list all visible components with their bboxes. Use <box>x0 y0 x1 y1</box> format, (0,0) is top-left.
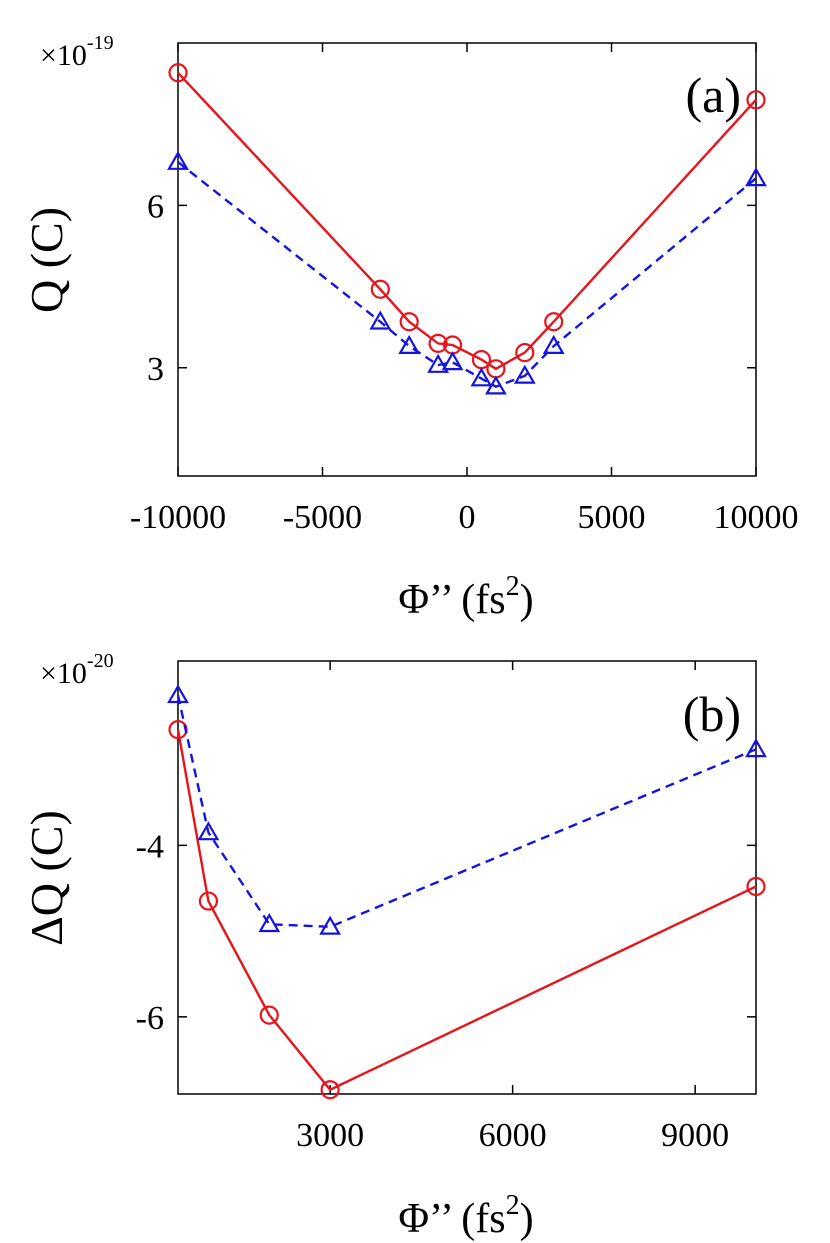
x-tick-label: 9000 <box>661 1117 729 1154</box>
plot-frame-a <box>177 42 757 477</box>
data-point-circle <box>198 891 219 911</box>
data-point-circle <box>515 342 535 363</box>
panel-a: -10000 -5000 0 5000 10000 6 3 (a) ×10-19 Q (C)… <box>21 32 799 623</box>
data-point-triangle <box>197 821 220 841</box>
panel-label-a: (a) <box>686 67 742 123</box>
x-axis-label-b: Φ’’ (fs2) <box>398 1190 533 1242</box>
panel-label-b: (b) <box>683 686 741 742</box>
plot-frame-b <box>177 660 757 1095</box>
x-axis-label-main-b: Φ’’ (fs <box>398 1196 505 1242</box>
x-tick-label: 3000 <box>296 1117 364 1154</box>
data-point-circle <box>746 90 766 110</box>
series-line-circle <box>176 729 757 1092</box>
x-axis-label-sup-a: 2 <box>506 571 520 602</box>
data-point-triangle <box>470 367 493 387</box>
y-axis-label-b: ΔQ (C) <box>21 810 72 946</box>
axis-ticks-a: -10000 -5000 0 5000 10000 6 3 <box>130 43 799 536</box>
panel-b: 3000 6000 9000 -4 -6 (b) ×10-20 ΔQ (C) Φ’’ (… <box>21 650 767 1242</box>
x-axis-label-a: Φ’’ (fs2) <box>398 571 533 623</box>
x-axis-label-sup-b: 2 <box>506 1190 520 1221</box>
x-axis-label-main-a: Φ’’ (fs <box>398 577 505 623</box>
y-tick-label: 3 <box>147 351 164 388</box>
y-multiplier-exp-a: -19 <box>87 32 114 54</box>
data-point-circle <box>544 312 564 332</box>
x-tick-label: 6000 <box>479 1117 547 1154</box>
x-tick-label: -10000 <box>130 499 226 536</box>
y-multiplier-b: ×10-20 <box>40 650 114 690</box>
x-axis-label-close-b: ) <box>520 1196 534 1242</box>
data-point-triangle <box>258 912 281 933</box>
series-line-triangle <box>177 161 757 389</box>
data-point-circle <box>320 1080 340 1100</box>
axis-ticks-b: 3000 6000 9000 -4 -6 <box>136 661 756 1154</box>
y-multiplier-exp-b: -20 <box>87 650 114 672</box>
x-tick-label: -5000 <box>283 499 362 536</box>
y-multiplier-base-a: ×10 <box>40 39 87 72</box>
x-tick-label: 10000 <box>714 499 799 536</box>
data-point-triangle <box>167 684 189 704</box>
data-point-triangle <box>319 915 341 935</box>
series-line-circle <box>177 71 757 371</box>
x-tick-label: 5000 <box>578 499 646 536</box>
data-point-circle <box>428 333 448 353</box>
data-point-triangle <box>398 334 421 354</box>
series-line-triangle <box>176 695 757 929</box>
data-point-triangle <box>542 334 565 354</box>
x-axis-label-close-a: ) <box>520 577 534 623</box>
data-point-triangle <box>485 375 507 395</box>
series-group-b <box>167 684 767 1100</box>
series-group-a <box>167 63 767 395</box>
x-tick-label: 0 <box>459 499 476 536</box>
data-point-circle <box>399 312 419 332</box>
data-point-triangle <box>427 353 449 373</box>
data-point-circle <box>259 1005 279 1025</box>
data-point-circle <box>746 876 766 897</box>
data-point-triangle <box>167 150 189 170</box>
data-point-circle <box>370 279 390 299</box>
y-tick-label: -4 <box>136 828 164 865</box>
y-axis-label-a: Q (C) <box>21 207 72 313</box>
y-tick-label: -6 <box>136 1000 164 1037</box>
data-point-triangle <box>745 738 767 758</box>
y-tick-label: 6 <box>147 188 164 225</box>
y-multiplier-a: ×10-19 <box>40 32 114 72</box>
y-multiplier-base-b: ×10 <box>40 657 87 690</box>
data-point-triangle <box>745 167 767 187</box>
data-point-triangle <box>441 351 464 371</box>
data-point-circle <box>168 63 188 83</box>
data-point-triangle <box>369 310 392 330</box>
data-point-triangle <box>513 364 536 384</box>
